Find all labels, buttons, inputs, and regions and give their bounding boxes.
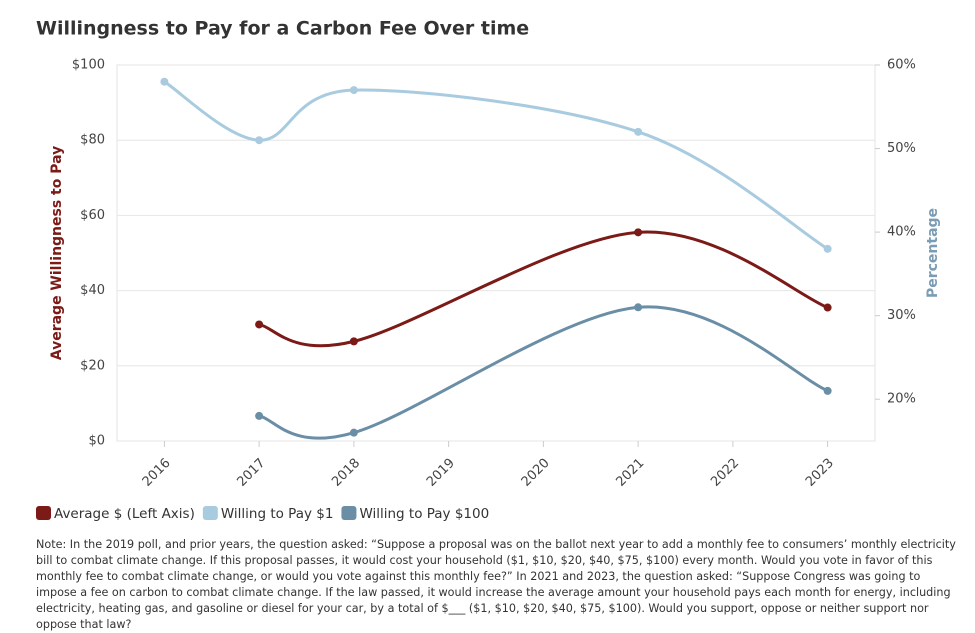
x-tick-label: 2016 [140, 456, 174, 490]
legend-swatch [36, 506, 51, 520]
x-tick-label: 2018 [329, 456, 363, 490]
y-tick-label: $40 [80, 283, 105, 298]
data-point [349, 337, 358, 346]
chart-title: Willingness to Pay for a Carbon Fee Over… [36, 18, 529, 40]
x-tick-label: 2023 [803, 456, 837, 490]
data-point [160, 77, 169, 86]
series-line [163, 80, 829, 251]
page: {"chart_data": {"type": "line", "title":… [36, 17, 956, 631]
data-point [823, 386, 832, 395]
y-tick-label: $80 [80, 133, 105, 148]
data-point [255, 411, 264, 420]
y-axis-title: Average Willingness to Pay [49, 146, 65, 361]
y-tick-label: $0 [88, 434, 105, 449]
y2-tick-label: 60% [887, 58, 916, 73]
data-point [634, 228, 643, 237]
legend-swatch [341, 506, 357, 520]
data-point [634, 127, 643, 136]
y2-axis-title: Percentage [925, 208, 941, 298]
note: Note: In the 2019 poll, and prior years,… [36, 538, 956, 631]
legend-label: Willing to Pay $1 [221, 506, 334, 522]
y-tick-label: $20 [80, 358, 105, 373]
y2-tick-label: 20% [887, 392, 916, 407]
plot-frame [116, 64, 876, 442]
x-tick-label: 2019 [424, 456, 458, 490]
legend-label: Average $ (Left Axis) [54, 506, 195, 522]
y-tick-label: $100 [72, 58, 105, 73]
x-tick-label: 2022 [708, 456, 742, 490]
y2-tick-label: 30% [887, 308, 916, 323]
x-tick-label: 2021 [613, 456, 647, 490]
data-point [349, 428, 358, 437]
x-tick-label: 2017 [234, 456, 268, 490]
data-point [634, 303, 643, 312]
chart: Willingness to Pay for a Carbon Fee Over… [36, 18, 941, 522]
y-tick-label: $60 [80, 208, 105, 223]
data-point [823, 303, 832, 312]
y2-tick-label: 40% [887, 225, 916, 240]
data-point [255, 320, 264, 329]
legend-label: Willing to Pay $100 [359, 506, 489, 522]
data-point [823, 244, 832, 253]
x-tick-label: 2020 [519, 456, 553, 490]
data-point [255, 136, 264, 145]
series-line [258, 305, 829, 440]
data-point [349, 86, 358, 95]
series-line [258, 230, 829, 348]
legend-swatch [202, 506, 218, 520]
y2-tick-label: 50% [887, 141, 916, 156]
